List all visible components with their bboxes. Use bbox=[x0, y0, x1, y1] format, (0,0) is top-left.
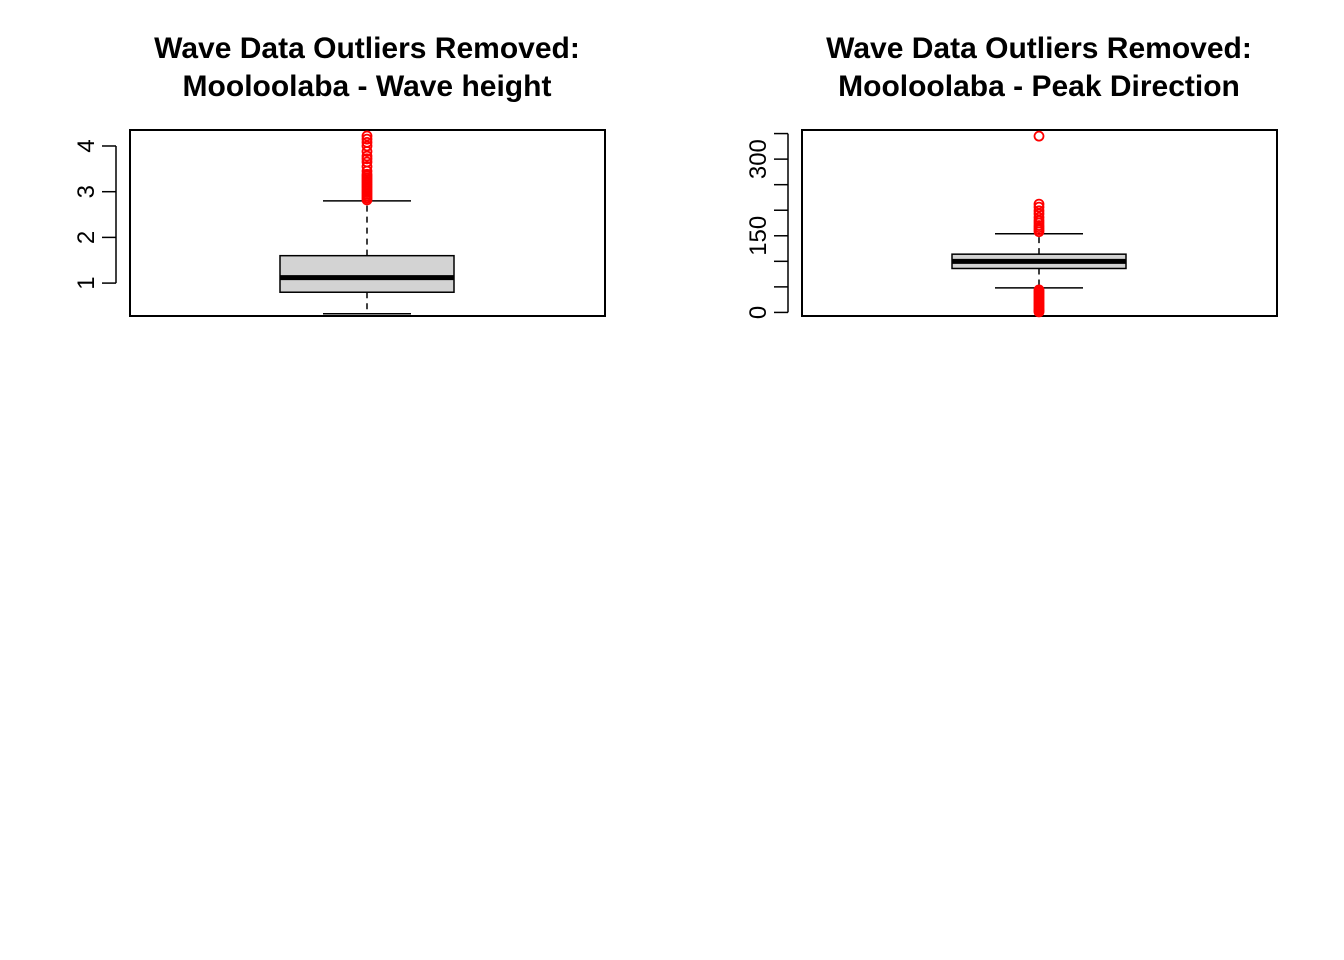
peak-direction-y-tick-label: 0 bbox=[745, 306, 772, 319]
wave-height-panel: Wave Data Outliers Removed: Mooloolaba -… bbox=[73, 32, 606, 317]
peak-direction-y-tick-label: 150 bbox=[745, 216, 772, 256]
peak-direction-outlier-point bbox=[1033, 130, 1045, 142]
wave-height-outlier-point bbox=[361, 140, 373, 152]
wave-height-outlier-point bbox=[361, 161, 373, 172]
wave-height-outlier-point bbox=[361, 168, 373, 180]
wave-height-outlier-point bbox=[361, 136, 373, 148]
peak-direction-panel: Wave Data Outliers Removed: Mooloolaba -… bbox=[745, 32, 1278, 319]
wave-height-outlier-point bbox=[361, 156, 373, 168]
wave-height-plot-frame bbox=[129, 129, 606, 317]
peak-direction-outlier-point bbox=[1033, 205, 1045, 217]
wave-height-y-tick-label: 4 bbox=[73, 139, 100, 152]
wave-height-outlier-point bbox=[361, 130, 373, 142]
peak-direction-y-tick-label: 300 bbox=[745, 139, 772, 179]
peak-direction-outlier-point bbox=[1033, 284, 1045, 296]
wave-height-outlier-point bbox=[361, 150, 373, 162]
peak-direction-title-line2: Mooloolaba - Peak Direction bbox=[838, 70, 1240, 103]
peak-direction-outlier-point bbox=[1033, 198, 1045, 210]
wave-height-title-line2: Mooloolaba - Wave height bbox=[183, 70, 552, 103]
wave-height-outlier-point bbox=[361, 133, 373, 145]
wave-height-title-line1: Wave Data Outliers Removed: bbox=[154, 32, 580, 65]
wave-height-y-tick-label: 2 bbox=[73, 231, 100, 244]
peak-direction-outlier-point bbox=[1033, 201, 1045, 213]
wave-height-iqr-box bbox=[279, 254, 455, 293]
wave-height-y-tick-label: 1 bbox=[73, 276, 100, 289]
peak-direction-title-line1: Wave Data Outliers Removed: bbox=[826, 32, 1252, 65]
peak-direction-outlier-point bbox=[1033, 211, 1045, 223]
wave-height-y-tick-label: 3 bbox=[73, 185, 100, 198]
